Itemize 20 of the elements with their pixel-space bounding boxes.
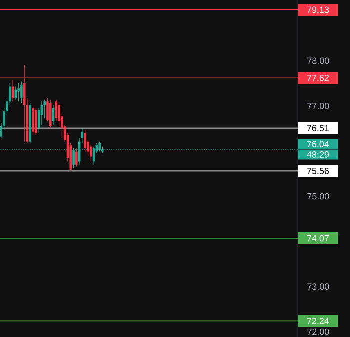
candlestick xyxy=(49,100,52,129)
y-tick-label: 78.00 xyxy=(308,58,330,64)
ref-line-label: 75.56 xyxy=(307,168,330,174)
candlestick xyxy=(76,148,78,167)
text: 48:29 xyxy=(307,152,329,158)
ref-line-label: 76.51 xyxy=(307,125,329,132)
y-tick-label: 77.00 xyxy=(308,102,330,110)
candlestick xyxy=(35,108,38,136)
candlestick xyxy=(18,83,20,102)
ref-line-label: 72.24 xyxy=(307,318,330,324)
y-tick-label: 73.00 xyxy=(308,284,330,290)
y-tick-label: 72.00 xyxy=(308,328,330,336)
ref-line-label: 76.04 xyxy=(307,141,330,148)
ref-line-label: 79.13 xyxy=(307,6,330,14)
ref-line-label: 77.62 xyxy=(307,74,329,82)
candlestick xyxy=(20,81,23,104)
candlestick xyxy=(32,104,34,136)
ref-line-label: 74.07 xyxy=(307,235,329,242)
candlestick xyxy=(84,130,87,152)
y-tick-label: 75.00 xyxy=(308,193,330,200)
